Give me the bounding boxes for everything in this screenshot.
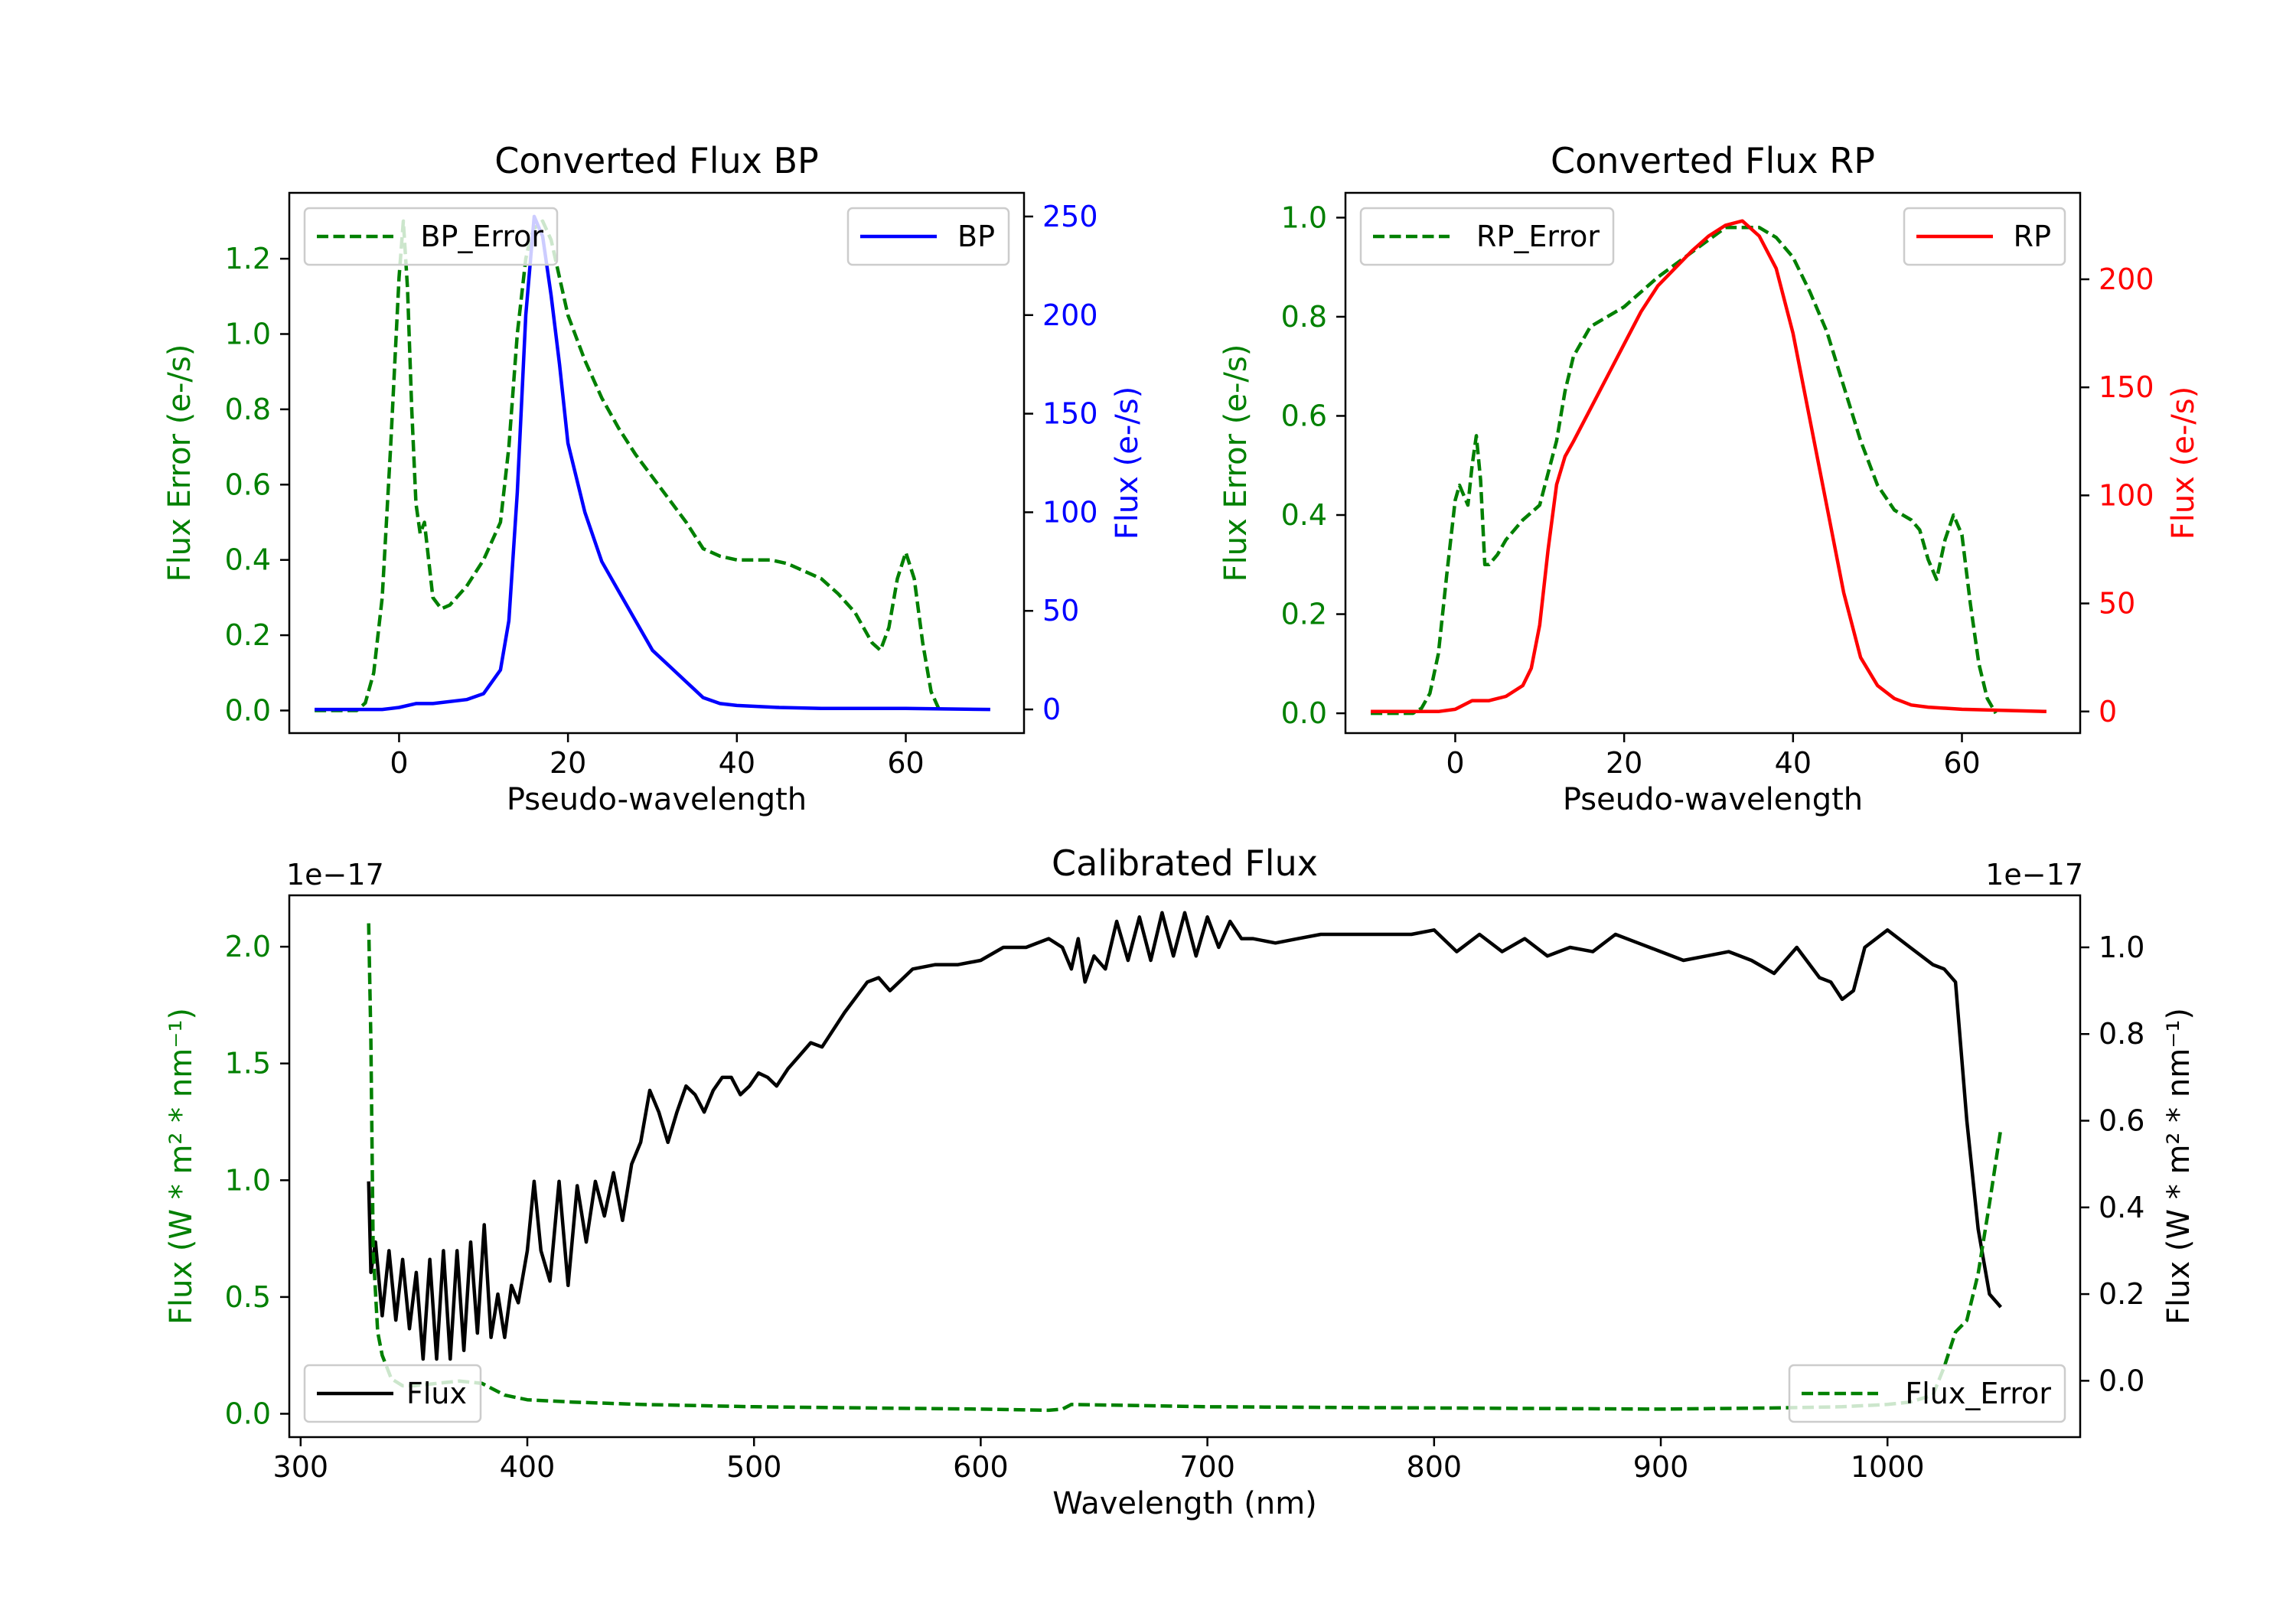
left-y-tick-label: 0.0 [1281, 696, 1327, 730]
legend-label: RP_Error [1476, 220, 1600, 253]
x-tick-label: 0 [390, 746, 408, 780]
panel-1: 0 20 40 60 Pseudo-wavelength 0.0 0.2 0.4 0.6 0.8 1… [1218, 140, 2201, 817]
series-line-bp-error [315, 219, 941, 712]
legend-box [1788, 1364, 2066, 1423]
left-y-tick-label: 0.4 [1281, 498, 1327, 532]
legend-flux-error: Flux_Error [1788, 1364, 2066, 1423]
left-y-tick-label: 0.4 [225, 543, 271, 577]
chart-title: Converted Flux BP [494, 140, 819, 181]
axes-frame [288, 894, 2082, 1439]
x-axis-label: Wavelength (nm) [1052, 1486, 1317, 1521]
x-tick-label: 600 [953, 1450, 1009, 1484]
legend-label: BP [957, 220, 995, 253]
panel-2: 300 400 500 600 700 800 900 1000 Wavelength (nm)… [164, 843, 2197, 1521]
series-layer [367, 911, 2003, 1413]
right-y-tick-label: 50 [1042, 594, 1079, 627]
x-tick-label: 60 [1943, 746, 1980, 780]
axes-frame [288, 191, 1026, 735]
left-y-tick-label: 0.6 [1281, 399, 1327, 432]
left-y-tick-label: 1.0 [225, 317, 271, 350]
legend-flux: Flux [303, 1364, 482, 1423]
left-y-tick-label: 0.8 [225, 393, 271, 426]
left-offset-text: 1e−17 [286, 858, 384, 892]
left-y-tick-label: 1.0 [1281, 200, 1327, 234]
right-y-tick-label: 0 [1042, 693, 1061, 726]
x-tick-label: 60 [887, 746, 924, 780]
right-y-tick-label: 0.8 [2099, 1017, 2144, 1051]
right-y-tick-label: 150 [1042, 397, 1098, 431]
x-tick-label: 300 [273, 1450, 329, 1484]
x-tick-label: 0 [1446, 746, 1464, 780]
legend-rp: RP [1903, 207, 2066, 266]
chart-title: Calibrated Flux [1052, 843, 1318, 884]
left-y-tick-label: 0.8 [1281, 300, 1327, 334]
right-y-tick-label: 0 [2099, 695, 2117, 729]
right-y-tick-label: 1.0 [2099, 931, 2144, 964]
chart-title: Converted Flux RP [1551, 140, 1875, 181]
right-y-tick-label: 100 [2099, 478, 2154, 512]
right-y-tick-label: 0.2 [2099, 1277, 2144, 1311]
right-y-axis-label: Flux (e-/s) [1110, 386, 1145, 539]
series-line-flux [367, 911, 2002, 1361]
x-tick-label: 500 [726, 1450, 782, 1484]
panel-0: 0 20 40 60 Pseudo-wavelength 0.0 0.2 0.4 0.6 0.8 1… [162, 140, 1145, 817]
right-y-tick-label: 100 [1042, 495, 1098, 529]
right-y-tick-label: 0.0 [2099, 1364, 2144, 1397]
x-tick-label: 40 [719, 746, 755, 780]
x-axis-label: Pseudo-wavelength [1563, 782, 1863, 817]
left-y-axis-label: Flux Error (e-/s) [1218, 344, 1254, 582]
right-y-tick-label: 250 [1042, 200, 1098, 233]
left-y-tick-label: 2.0 [225, 930, 271, 963]
right-y-axis-label: Flux (e-/s) [2166, 386, 2201, 539]
left-y-tick-label: 0.2 [1281, 598, 1327, 631]
left-y-tick-label: 1.0 [225, 1163, 271, 1197]
series-line-bp [315, 214, 990, 712]
series-line-flux-error [367, 923, 2003, 1413]
legend-bp-error: BP_Error [303, 207, 559, 266]
right-y-tick-label: 0.6 [2099, 1104, 2144, 1138]
left-y-tick-label: 0.0 [225, 1397, 271, 1430]
left-y-tick-label: 0.6 [225, 468, 271, 501]
right-y-tick-label: 0.4 [2099, 1191, 2144, 1224]
left-y-tick-label: 0.0 [225, 693, 271, 727]
right-y-tick-label: 150 [2099, 370, 2154, 404]
legend-box [303, 207, 559, 266]
left-y-tick-label: 0.2 [225, 618, 271, 652]
legend-bp: BP [846, 207, 1010, 266]
left-y-tick-label: 1.2 [225, 242, 271, 275]
right-y-axis-label: Flux (W * m² * nm⁻¹) [2161, 1008, 2197, 1325]
x-tick-label: 400 [500, 1450, 556, 1484]
right-y-tick-label: 200 [2099, 262, 2154, 296]
legend-label: Flux [406, 1377, 467, 1410]
left-y-axis-label: Flux (W * m² * nm⁻¹) [164, 1008, 199, 1325]
x-tick-label: 40 [1775, 746, 1812, 780]
left-y-tick-label: 0.5 [225, 1280, 271, 1314]
legend-label: BP_Error [420, 220, 543, 253]
axes-frame [1344, 191, 2082, 735]
x-tick-label: 20 [550, 746, 586, 780]
x-tick-label: 800 [1407, 1450, 1463, 1484]
legend-label: Flux_Error [1905, 1377, 2051, 1410]
x-tick-label: 1000 [1851, 1450, 1925, 1484]
right-y-tick-label: 50 [2099, 587, 2135, 621]
series-layer [1371, 219, 2047, 715]
legend-rp-error: RP_Error [1359, 207, 1615, 266]
x-axis-label: Pseudo-wavelength [507, 782, 807, 817]
series-line-rp [1371, 219, 2047, 714]
series-line-rp-error [1371, 226, 1998, 715]
left-y-axis-label: Flux Error (e-/s) [162, 344, 197, 582]
right-y-tick-label: 200 [1042, 298, 1098, 332]
x-tick-label: 20 [1606, 746, 1642, 780]
legend-label: RP [2014, 220, 2051, 253]
series-layer [315, 214, 990, 712]
left-y-tick-label: 1.5 [225, 1047, 271, 1081]
x-tick-label: 700 [1179, 1450, 1235, 1484]
right-offset-text: 1e−17 [1985, 858, 2083, 892]
legend-box [1359, 207, 1615, 266]
x-tick-label: 900 [1633, 1450, 1689, 1484]
